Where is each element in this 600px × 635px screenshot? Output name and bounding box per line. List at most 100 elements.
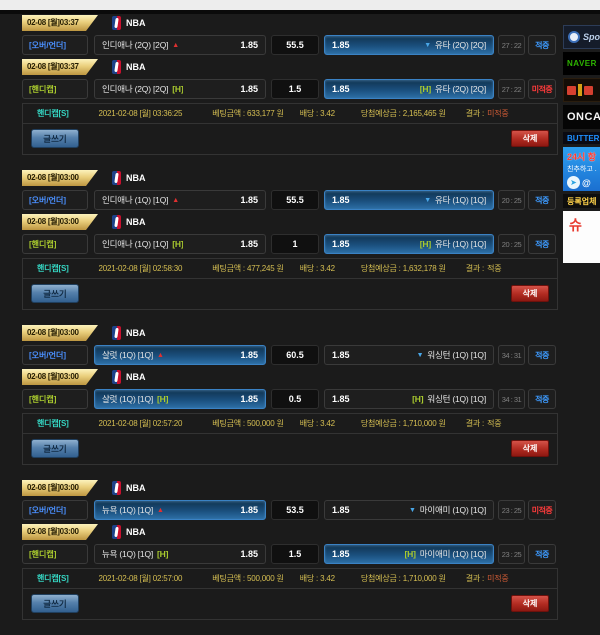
nba-logo-icon <box>112 171 121 185</box>
bet-type-box: [오버/언더] <box>22 500 88 520</box>
away-team-cell[interactable]: 1.85 ▼ 워싱턴 (1Q) [1Q] <box>324 345 494 365</box>
banner-butter[interactable]: BUTTER <box>563 132 600 144</box>
home-odds: 1.85 <box>240 195 258 205</box>
match-header: 02-08 [월]03:00 NBA <box>22 325 558 341</box>
bet-type-box: [오버/언더] <box>22 345 88 365</box>
sports-logo-icon <box>568 31 580 43</box>
home-team-cell[interactable]: 뉴욕 (1Q) [1Q] [H] 1.85 <box>94 544 266 564</box>
banner-onca[interactable]: ONCA <box>563 105 600 129</box>
actions: 글쓰기 삭제 <box>23 434 557 464</box>
match-header: 02-08 [월]03:00 NBA <box>22 214 558 230</box>
handicap-tag: [H] <box>404 549 416 559</box>
away-team-cell-selected[interactable]: 1.85 [H] 유타 (2Q) [2Q] <box>324 79 494 99</box>
away-odds: 1.85 <box>332 549 350 559</box>
bet-group: 02-08 [월]03:37 NBA [오버/언더] 인디애나 (2Q) [2Q… <box>22 15 558 155</box>
delete-button[interactable]: 삭제 <box>511 595 549 612</box>
away-odds: 1.85 <box>332 505 350 515</box>
bet-type-box: [오버/언더] <box>22 35 88 55</box>
banner-sports[interactable]: Spo <box>563 25 600 49</box>
result-value: 적중 <box>487 264 502 273</box>
bet-summary-box: 핸디캡[S] 2021-02-08 [월] 02:57:00 베팅금액 : 50… <box>22 568 558 620</box>
bet-type-box: [핸디캡] <box>22 389 88 409</box>
home-team-cell-selected[interactable]: 뉴욕 (1Q) [1Q] ▲ 1.85 <box>94 500 266 520</box>
handicap-tag: [H] <box>412 394 424 404</box>
total-odds: 배당 : 3.42 <box>299 574 335 583</box>
away-team-cell-selected[interactable]: 1.85 [H] 마이애미 (1Q) [1Q] <box>324 544 494 564</box>
bet-kind: 핸디캡[S] <box>37 264 69 273</box>
league: NBA <box>112 60 146 74</box>
league-name: NBA <box>126 62 146 72</box>
write-button[interactable]: 글쓰기 <box>31 284 79 303</box>
handicap-tag: [H] <box>157 394 169 404</box>
bet-summary-box: 핸디캡[S] 2021-02-08 [월] 02:57:20 베팅금액 : 50… <box>22 413 558 465</box>
bet-history-list: 02-08 [월]03:37 NBA [오버/언더] 인디애나 (2Q) [2Q… <box>22 15 558 635</box>
date-ribbon: 02-08 [월]03:37 <box>22 15 98 31</box>
bet-row: [오버/언더] 인디애나 (2Q) [2Q] ▲ 1.85 55.5 1.85 ▼… <box>22 35 558 55</box>
expected-win: 당첨예상금 : 1,710,000 원 <box>360 419 446 428</box>
bet-row: [오버/언더] 인디애나 (1Q) [1Q] ▲ 1.85 55.5 1.85 ▼… <box>22 190 558 210</box>
home-team-cell-selected[interactable]: 샬럿 (1Q) [1Q] ▲ 1.85 <box>94 345 266 365</box>
home-team-cell[interactable]: 인디애나 (2Q) [2Q] ▲ 1.85 <box>94 35 266 55</box>
point-box: 55.5 <box>271 35 319 55</box>
away-odds: 1.85 <box>332 350 350 360</box>
banner-white-logo[interactable]: 슈 <box>563 211 600 263</box>
over-arrow-icon: ▲ <box>172 196 179 204</box>
match-header: 02-08 [월]03:00 NBA <box>22 369 558 385</box>
banner-graphic[interactable] <box>563 78 600 102</box>
handicap-tag: [H] <box>419 239 431 249</box>
status-badge: 적중 <box>528 190 556 210</box>
home-odds: 1.85 <box>240 84 258 94</box>
delete-button[interactable]: 삭제 <box>511 285 549 302</box>
bet-row: [핸디캡] 뉴욕 (1Q) [1Q] [H] 1.85 1.5 1.85 [H] 마… <box>22 544 558 564</box>
match-header: 02-08 [월]03:37 NBA <box>22 15 558 31</box>
league-name: NBA <box>126 217 146 227</box>
point-box: 53.5 <box>271 500 319 520</box>
bet-row: [핸디캡] 인디애나 (2Q) [2Q] [H] 1.85 1.5 1.85 [H… <box>22 79 558 99</box>
status-badge: 적중 <box>528 544 556 564</box>
write-button[interactable]: 글쓰기 <box>31 594 79 613</box>
away-team-cell-selected[interactable]: 1.85 [H] 유타 (1Q) [1Q] <box>324 234 494 254</box>
point-box: 0.5 <box>271 389 319 409</box>
home-team-cell-selected[interactable]: 샬럿 (1Q) [1Q] [H] 1.85 <box>94 389 266 409</box>
banner-registered[interactable]: 등록업체 <box>563 194 600 208</box>
status-badge: 적중 <box>528 389 556 409</box>
banner-naver[interactable]: NAVER <box>563 52 600 75</box>
nba-logo-icon <box>112 326 121 340</box>
home-odds: 1.85 <box>240 350 258 360</box>
bet-amount: 베팅금액 : 477,245 원 <box>212 264 284 273</box>
nba-logo-icon <box>112 16 121 30</box>
away-team-cell[interactable]: 1.85 ▼ 마이애미 (1Q) [1Q] <box>324 500 494 520</box>
league: NBA <box>112 370 146 384</box>
home-odds: 1.85 <box>240 239 258 249</box>
bet-summary: 핸디캡[S] 2021-02-08 [월] 03:36:25 베팅금액 : 63… <box>23 104 557 124</box>
expected-win: 당첨예상금 : 1,710,000 원 <box>360 574 446 583</box>
result-label: 결과 : <box>465 419 485 428</box>
score-box: 20 : 25 <box>498 234 525 254</box>
home-team-cell[interactable]: 인디애나 (2Q) [2Q] [H] 1.85 <box>94 79 266 99</box>
handicap-tag: [H] <box>419 84 431 94</box>
delete-button[interactable]: 삭제 <box>511 440 549 457</box>
away-team-cell-selected[interactable]: 1.85 ▼ 유타 (1Q) [1Q] <box>324 190 494 210</box>
bet-amount: 베팅금액 : 500,000 원 <box>212 419 284 428</box>
league-name: NBA <box>126 18 146 28</box>
score-box: 34 : 31 <box>498 389 525 409</box>
bet-datetime: 2021-02-08 [월] 02:58:30 <box>98 264 183 273</box>
write-button[interactable]: 글쓰기 <box>31 129 79 148</box>
banner-telegram[interactable]: 24시 항 친추하고 . ➤ @ <box>563 147 600 191</box>
home-team-cell[interactable]: 인디애나 (1Q) [1Q] ▲ 1.85 <box>94 190 266 210</box>
result-label: 결과 : <box>465 109 485 118</box>
result-value: 미적중 <box>487 109 509 118</box>
league: NBA <box>112 16 146 30</box>
away-team-cell-selected[interactable]: 1.85 ▼ 유타 (2Q) [2Q] <box>324 35 494 55</box>
nba-logo-icon <box>112 481 121 495</box>
bet-type-box: [핸디캡] <box>22 234 88 254</box>
bet-row: [오버/언더] 뉴욕 (1Q) [1Q] ▲ 1.85 53.5 1.85 ▼ 마이… <box>22 500 558 520</box>
league-name: NBA <box>126 328 146 338</box>
delete-button[interactable]: 삭제 <box>511 130 549 147</box>
result-value: 적중 <box>487 419 502 428</box>
away-team-cell[interactable]: 1.85 [H] 워싱턴 (1Q) [1Q] <box>324 389 494 409</box>
under-arrow-icon: ▼ <box>416 351 424 359</box>
home-team-cell[interactable]: 인디애나 (1Q) [1Q] [H] 1.85 <box>94 234 266 254</box>
home-odds: 1.85 <box>240 549 258 559</box>
write-button[interactable]: 글쓰기 <box>31 439 79 458</box>
